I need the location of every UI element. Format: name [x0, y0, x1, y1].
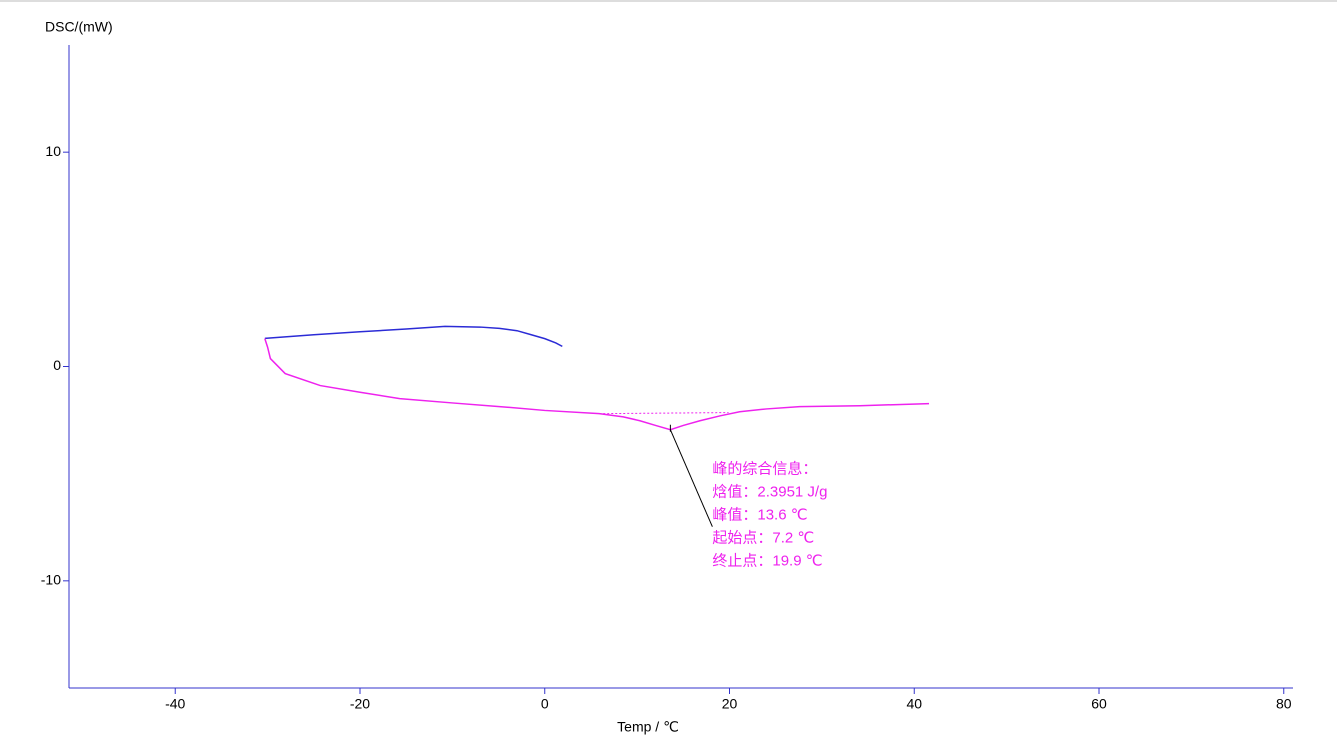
baseline — [599, 412, 729, 415]
annotation-pointer — [669, 429, 713, 527]
x-tick-label: -40 — [165, 696, 185, 712]
curve — [264, 325, 563, 348]
annotation-text: 焓值：2.3951 J/g — [712, 484, 827, 501]
x-tick-label: 80 — [1276, 696, 1292, 712]
curve — [264, 338, 930, 431]
y-tick-label: 0 — [53, 357, 61, 373]
x-tick-label: 60 — [1091, 696, 1107, 712]
x-tick-label: -20 — [350, 696, 370, 712]
x-tick-label: 40 — [906, 696, 922, 712]
x-tick-label: 0 — [541, 696, 549, 712]
annotation-text: 终止点：19.9 ℃ — [712, 553, 822, 570]
y-tick-label: -10 — [41, 572, 61, 588]
annotation-text: 峰的综合信息： — [712, 461, 817, 478]
x-tick-label: 20 — [722, 696, 738, 712]
y-axis-label: DSC/(mW) — [45, 19, 113, 35]
y-tick-label: 10 — [45, 143, 61, 159]
annotation-text: 峰值：13.6 ℃ — [712, 507, 807, 524]
annotation-text: 起始点：7.2 ℃ — [712, 530, 814, 547]
x-axis-label: Temp / ℃ — [617, 719, 679, 735]
